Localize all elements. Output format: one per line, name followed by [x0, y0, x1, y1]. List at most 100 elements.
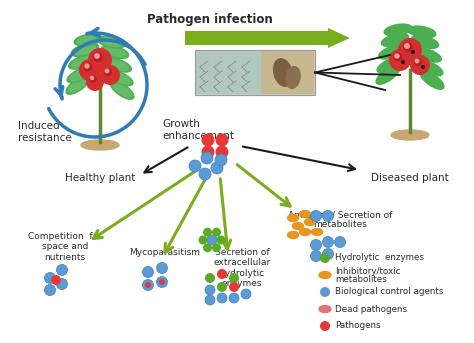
Circle shape	[83, 63, 92, 71]
Text: metabolites: metabolites	[335, 275, 387, 284]
Circle shape	[56, 279, 67, 289]
Circle shape	[56, 264, 67, 275]
Ellipse shape	[70, 69, 90, 81]
Ellipse shape	[74, 34, 102, 46]
Circle shape	[156, 262, 167, 273]
Circle shape	[217, 293, 227, 303]
Ellipse shape	[77, 36, 99, 44]
Circle shape	[156, 276, 167, 287]
Circle shape	[310, 250, 321, 261]
Ellipse shape	[107, 70, 133, 86]
Circle shape	[335, 237, 346, 248]
Ellipse shape	[101, 38, 123, 46]
Ellipse shape	[300, 211, 310, 217]
Ellipse shape	[69, 55, 95, 69]
Circle shape	[201, 133, 215, 146]
Ellipse shape	[319, 272, 331, 279]
Ellipse shape	[417, 60, 443, 76]
Circle shape	[217, 236, 226, 245]
Text: Pathogens: Pathogens	[335, 321, 381, 331]
Circle shape	[88, 48, 112, 72]
Circle shape	[93, 52, 103, 62]
Circle shape	[403, 42, 413, 52]
Text: Secretion of
extracellular
hydrolytic
enzymes: Secretion of extracellular hydrolytic en…	[213, 248, 271, 288]
Ellipse shape	[81, 140, 119, 150]
Ellipse shape	[319, 306, 331, 312]
Circle shape	[203, 228, 212, 237]
Text: Antibiosis/ Secretion of
metabolites: Antibiosis/ Secretion of metabolites	[288, 210, 392, 229]
Ellipse shape	[415, 48, 441, 62]
Circle shape	[393, 52, 402, 61]
Circle shape	[229, 273, 239, 283]
Circle shape	[421, 65, 425, 69]
Circle shape	[205, 285, 215, 295]
Circle shape	[322, 248, 334, 260]
Circle shape	[212, 243, 221, 252]
Ellipse shape	[74, 45, 96, 55]
Circle shape	[322, 211, 334, 222]
Ellipse shape	[286, 67, 300, 88]
Circle shape	[229, 282, 239, 292]
Circle shape	[45, 284, 55, 296]
Text: Biological control agents: Biological control agents	[335, 287, 443, 296]
Circle shape	[203, 243, 212, 252]
Ellipse shape	[108, 60, 128, 70]
Circle shape	[215, 154, 227, 166]
Bar	[261, 51, 314, 94]
Circle shape	[310, 211, 321, 222]
Circle shape	[143, 267, 154, 277]
Circle shape	[211, 162, 223, 174]
Text: Diseased plant: Diseased plant	[371, 173, 449, 183]
Ellipse shape	[408, 26, 436, 38]
Ellipse shape	[391, 130, 429, 140]
Circle shape	[212, 228, 221, 237]
Text: Inhibitory/toxic: Inhibitory/toxic	[335, 267, 401, 275]
Ellipse shape	[288, 214, 299, 222]
Ellipse shape	[69, 78, 87, 92]
Circle shape	[205, 295, 215, 305]
Circle shape	[320, 321, 330, 331]
Circle shape	[411, 50, 415, 54]
Ellipse shape	[110, 72, 130, 84]
Circle shape	[104, 68, 112, 76]
Ellipse shape	[376, 66, 400, 84]
Circle shape	[90, 75, 97, 83]
FancyArrow shape	[185, 28, 350, 48]
Circle shape	[100, 65, 120, 85]
Circle shape	[143, 280, 154, 291]
Ellipse shape	[379, 45, 405, 59]
Text: Healthy plant: Healthy plant	[65, 173, 135, 183]
Circle shape	[79, 59, 101, 81]
Circle shape	[205, 273, 215, 283]
Ellipse shape	[98, 36, 126, 48]
Circle shape	[217, 269, 227, 279]
Ellipse shape	[311, 228, 322, 236]
Ellipse shape	[273, 59, 292, 86]
Circle shape	[404, 43, 410, 49]
Bar	[196, 51, 261, 94]
Circle shape	[414, 58, 422, 66]
Text: Induced
resistance: Induced resistance	[18, 121, 72, 143]
Circle shape	[199, 236, 208, 245]
Circle shape	[84, 63, 90, 69]
Circle shape	[410, 55, 430, 75]
Circle shape	[145, 282, 151, 288]
Ellipse shape	[105, 58, 131, 72]
Ellipse shape	[67, 67, 93, 83]
Ellipse shape	[384, 24, 412, 36]
Text: Competition  for
space and
nutrients: Competition for space and nutrients	[28, 232, 102, 262]
Ellipse shape	[101, 46, 128, 58]
Circle shape	[207, 235, 217, 245]
Ellipse shape	[382, 34, 409, 46]
Circle shape	[322, 237, 334, 248]
Ellipse shape	[288, 232, 299, 238]
Circle shape	[217, 282, 227, 292]
Ellipse shape	[72, 57, 92, 67]
Bar	[195, 50, 315, 95]
Circle shape	[86, 73, 104, 91]
Ellipse shape	[377, 57, 403, 73]
Text: Mycoparasitism: Mycoparasitism	[129, 248, 201, 257]
Ellipse shape	[292, 223, 303, 229]
Text: Hydrolytic  enzymes: Hydrolytic enzymes	[335, 253, 424, 262]
Circle shape	[398, 38, 422, 62]
